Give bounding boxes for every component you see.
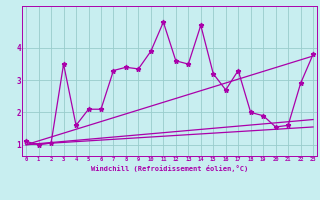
X-axis label: Windchill (Refroidissement éolien,°C): Windchill (Refroidissement éolien,°C) xyxy=(91,165,248,172)
